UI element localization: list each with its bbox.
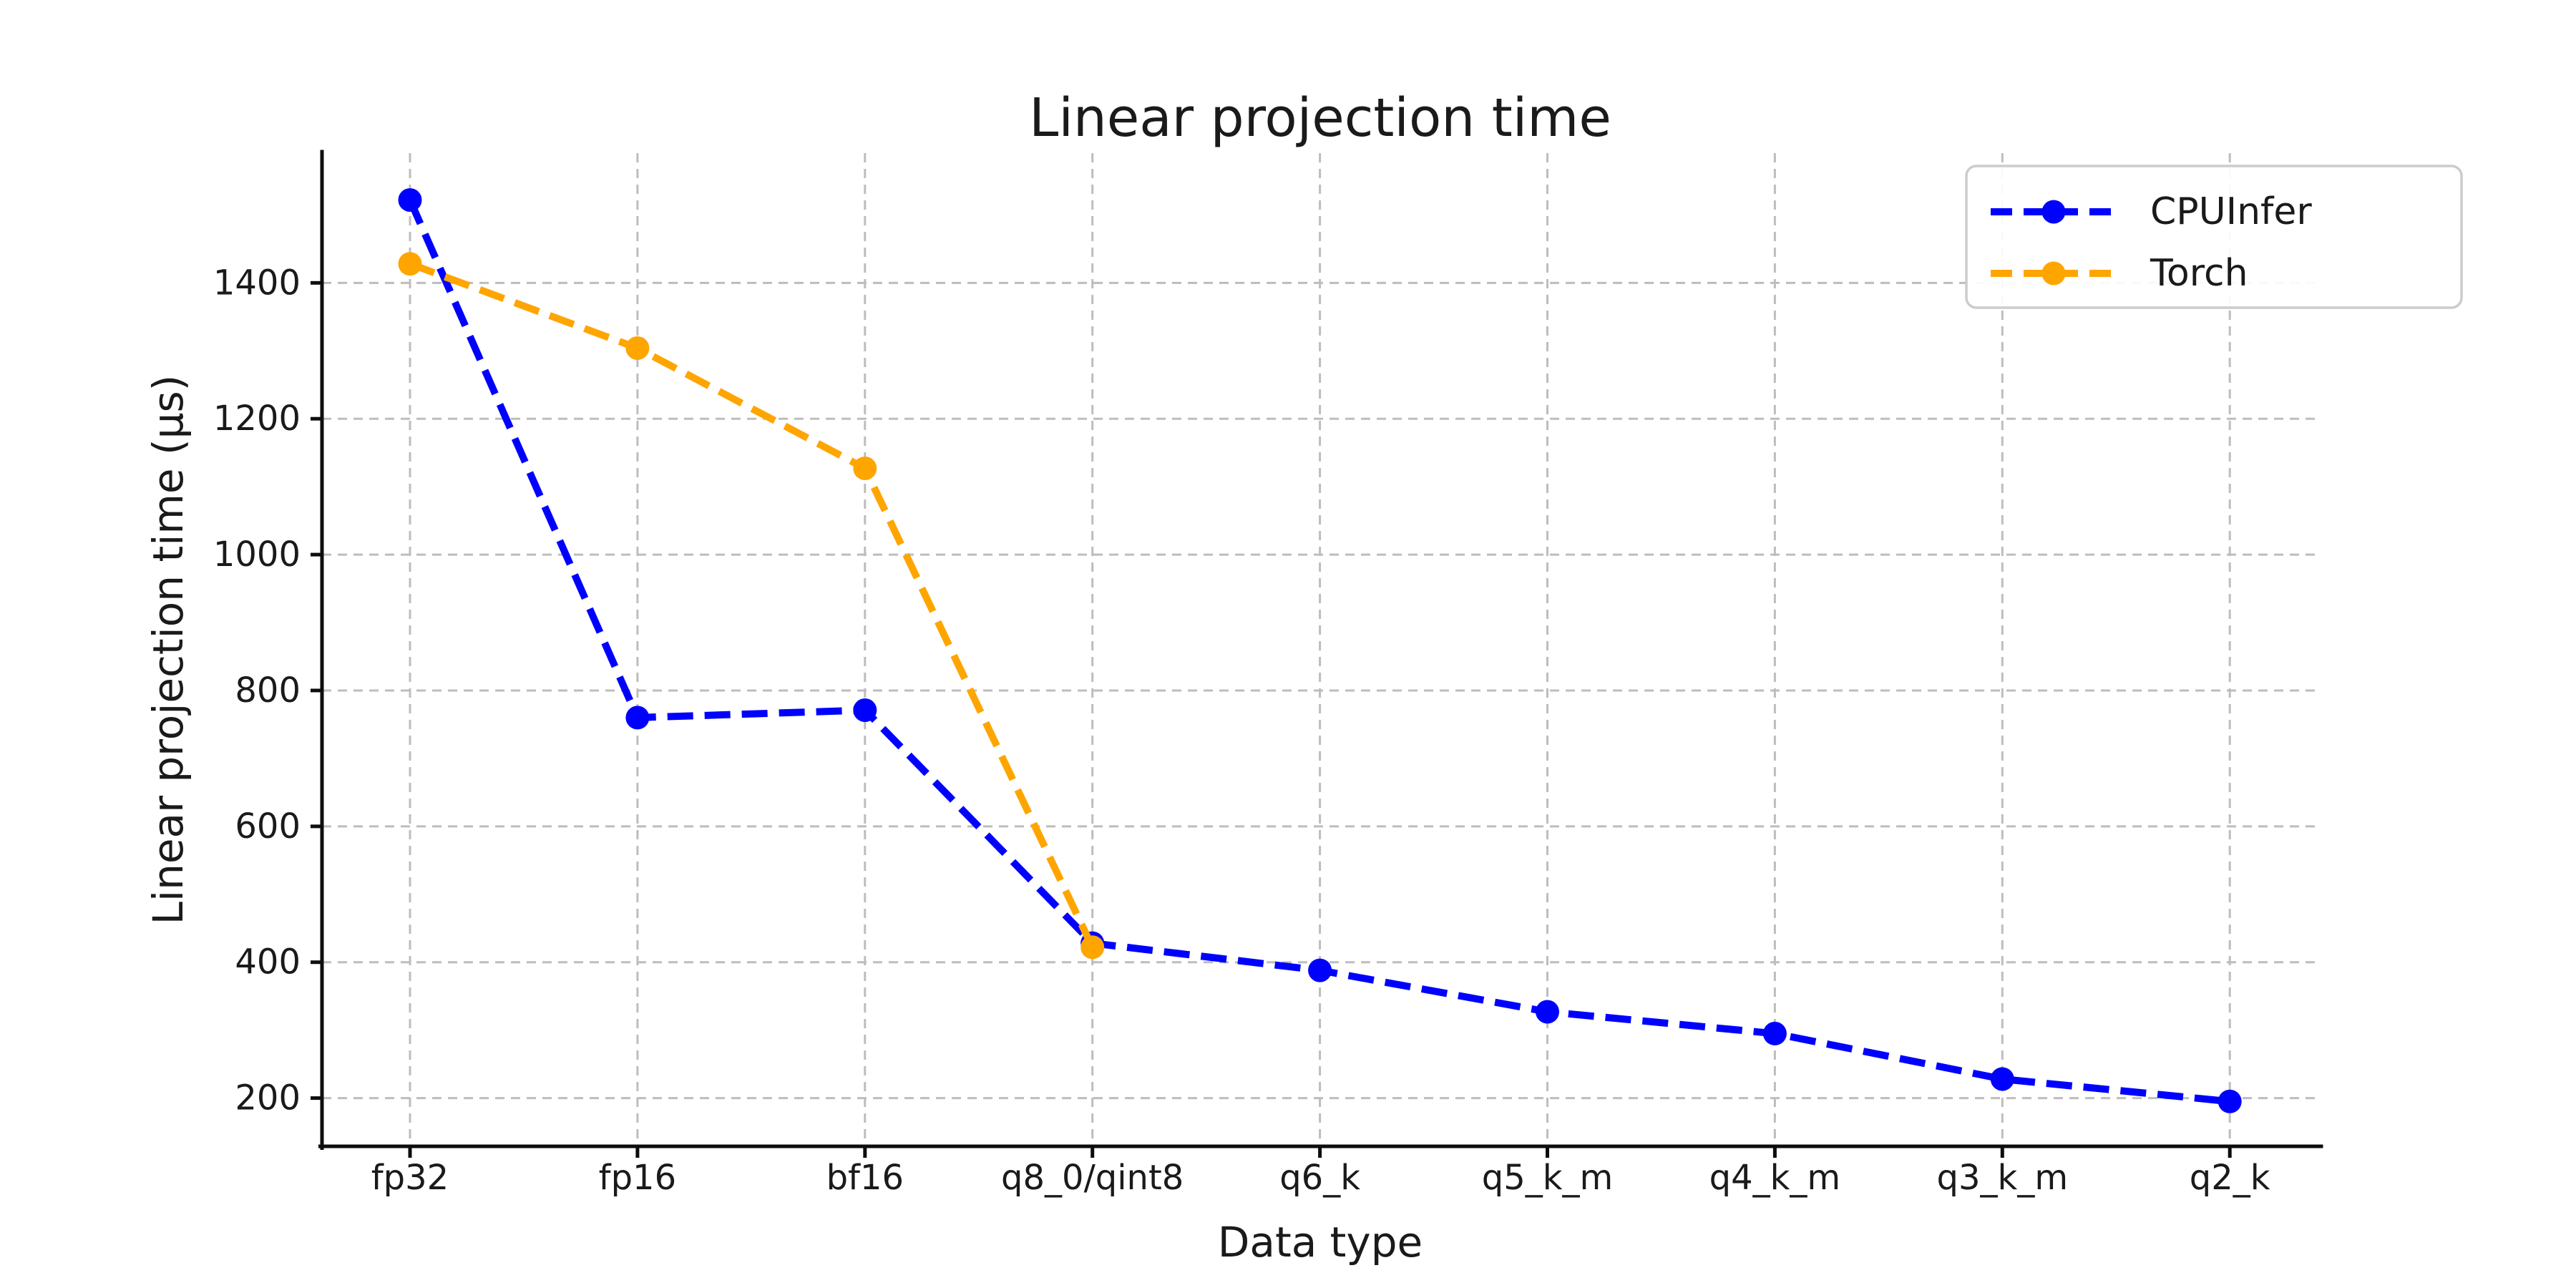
series-cpuinfer bbox=[398, 188, 2242, 1113]
legend-item-torch: Torch bbox=[1991, 252, 2248, 295]
legend-marker-torch bbox=[2041, 261, 2066, 286]
series-line-torch bbox=[409, 260, 1096, 949]
data-point-cpuinfer-fp32 bbox=[398, 188, 422, 212]
legend-marker-cpuinfer bbox=[2041, 200, 2066, 224]
x-tick-label-fp16: fp16 bbox=[599, 1158, 676, 1198]
data-point-torch-bf16 bbox=[853, 457, 877, 480]
y-tick-label-1000: 1000 bbox=[213, 535, 301, 575]
x-tick-label-q6-k: q6_k bbox=[1279, 1158, 1360, 1198]
series-torch bbox=[398, 252, 1105, 960]
legend: CPUInfer Torch bbox=[1965, 165, 2463, 309]
legend-item-cpuinfer: CPUInfer bbox=[1991, 190, 2312, 233]
chart-title: Linear projection time bbox=[1029, 87, 1611, 149]
data-point-cpuinfer-q4-k-m bbox=[1762, 1021, 1787, 1045]
data-point-torch-q8-0-qint8 bbox=[1080, 935, 1105, 960]
tick-marks bbox=[311, 280, 2232, 1158]
y-tick-label-200: 200 bbox=[235, 1078, 301, 1118]
x-tick-label-bf16: bf16 bbox=[826, 1158, 904, 1198]
legend-label-torch: Torch bbox=[2150, 252, 2248, 295]
y-tick-label-400: 400 bbox=[235, 942, 301, 982]
tick-labels: 200 400 600 800 1000 1200 1400 fp32 fp16 bf16 q8_0… bbox=[213, 263, 2270, 1198]
x-tick-label-q4-k-m: q4_k_m bbox=[1709, 1158, 1841, 1198]
legend-label-cpuinfer: CPUInfer bbox=[2150, 190, 2312, 233]
x-tick-label-q5-k-m: q5_k_m bbox=[1482, 1158, 1614, 1198]
y-tick-label-1400: 1400 bbox=[213, 263, 301, 303]
data-point-cpuinfer-q5-k-m bbox=[1536, 1000, 1559, 1024]
x-tick-label-q8-0-qint8: q8_0/qint8 bbox=[1001, 1158, 1184, 1198]
data-point-cpuinfer-q6-k bbox=[1308, 958, 1332, 982]
data-point-cpuinfer-bf16 bbox=[853, 698, 877, 722]
series-layer bbox=[398, 188, 2242, 1113]
x-tick-label-fp32: fp32 bbox=[371, 1158, 449, 1198]
x-axis-label: Data type bbox=[1218, 1218, 1423, 1267]
data-point-torch-fp16 bbox=[625, 336, 650, 360]
y-tick-label-1200: 1200 bbox=[213, 399, 301, 439]
x-tick-label-q2-k: q2_k bbox=[2190, 1158, 2270, 1198]
y-axis-label: Linear projection time (μs) bbox=[144, 375, 192, 925]
data-point-cpuinfer-q3-k-m bbox=[1990, 1067, 2014, 1091]
axis-layer: 200 400 600 800 1000 1200 1400 fp32 fp16 bf16 q8_0… bbox=[213, 150, 2323, 1198]
x-tick-label-q3-k-m: q3_k_m bbox=[1937, 1158, 2069, 1198]
y-tick-label-600: 600 bbox=[235, 806, 301, 847]
data-point-torch-fp32 bbox=[398, 252, 422, 276]
y-tick-label-800: 800 bbox=[235, 670, 301, 711]
data-point-cpuinfer-q2-k bbox=[2218, 1089, 2242, 1113]
data-point-cpuinfer-fp16 bbox=[625, 706, 650, 730]
